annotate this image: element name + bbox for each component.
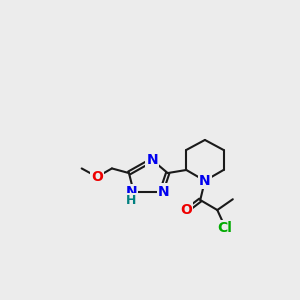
Text: Cl: Cl [218, 221, 232, 235]
Text: O: O [91, 170, 103, 184]
Text: N: N [125, 185, 137, 199]
Text: N: N [199, 174, 211, 188]
Text: N: N [146, 153, 158, 167]
Text: H: H [126, 194, 136, 207]
Text: N: N [158, 184, 169, 199]
Text: O: O [180, 203, 192, 217]
